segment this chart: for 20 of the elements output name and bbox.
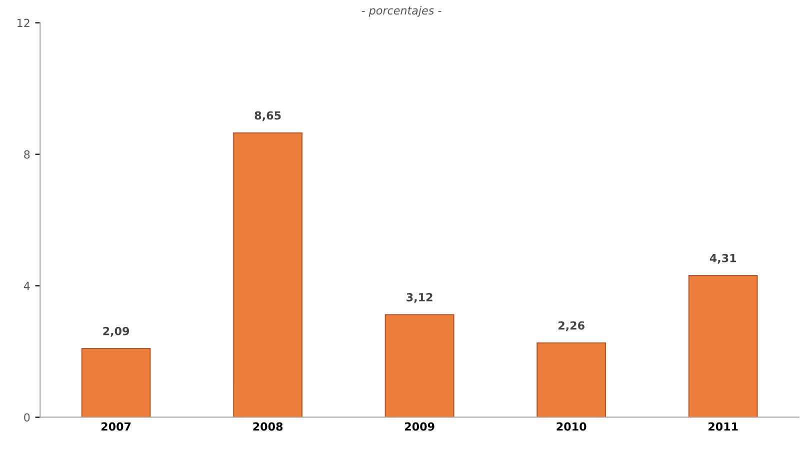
- x-tick-label: 2009: [404, 422, 434, 431]
- y-tick-label: 12: [18, 18, 30, 28]
- x-tick-label: 2011: [708, 422, 738, 431]
- data-label: 8,65: [254, 111, 281, 122]
- data-label: 4,31: [710, 254, 736, 264]
- bar: [384, 314, 454, 418]
- data-label: 2,09: [103, 326, 130, 337]
- bar: [536, 342, 606, 418]
- bar: [688, 275, 758, 418]
- bar: [233, 132, 303, 418]
- chart-subtitle: - porcentajes -: [362, 6, 442, 17]
- x-tick-label: 2007: [101, 422, 131, 431]
- bar: [81, 348, 151, 418]
- x-tick-label: 2008: [253, 422, 283, 431]
- y-tick-label: 8: [24, 150, 30, 159]
- x-tick-label: 2010: [556, 422, 586, 431]
- y-tick-label: 4: [24, 282, 30, 290]
- y-tick-label: 0: [24, 413, 30, 422]
- data-label: 2,26: [558, 321, 584, 332]
- data-label: 3,12: [406, 293, 432, 303]
